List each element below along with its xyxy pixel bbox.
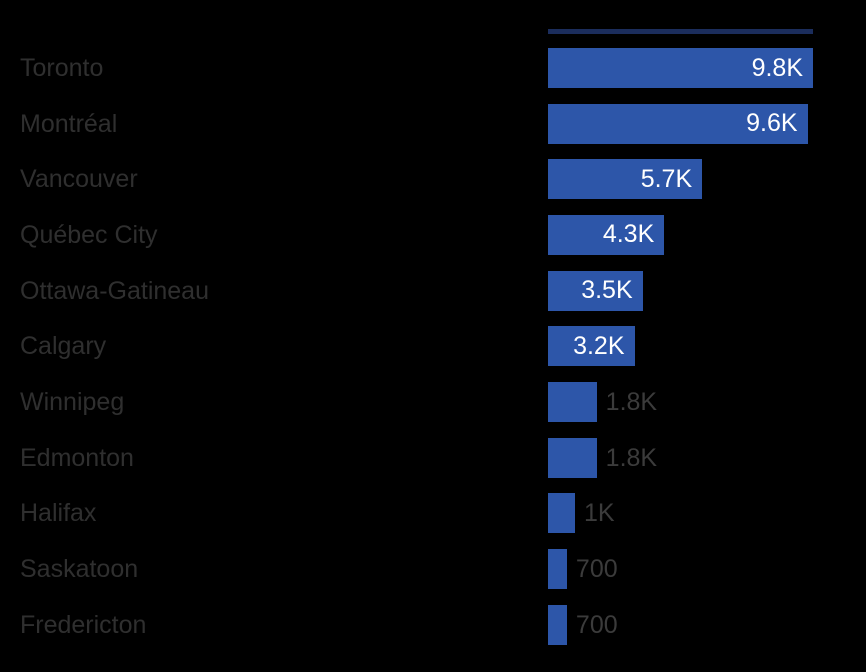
bar <box>548 381 597 422</box>
bar: 5.7K <box>548 159 703 200</box>
category-label: Vancouver <box>20 165 138 194</box>
value-label: 4.3K <box>602 220 655 249</box>
category-label: Ottawa-Gatineau <box>20 276 209 305</box>
partial-bar-top <box>548 29 813 34</box>
bar: 9.6K <box>548 103 808 144</box>
category-label: Halifax <box>20 499 97 528</box>
value-label: 3.5K <box>581 276 633 305</box>
value-label: 700 <box>575 554 618 583</box>
value-label: 3.2K <box>573 331 625 360</box>
value-label: 1.8K <box>605 443 658 472</box>
bar: 3.2K <box>548 326 635 367</box>
bar <box>548 548 567 589</box>
value-label: 1K <box>584 499 615 528</box>
bar <box>548 437 597 478</box>
value-label: 1.8K <box>605 387 658 416</box>
bar <box>548 493 576 534</box>
category-label: Fredericton <box>20 610 147 639</box>
category-label: Toronto <box>20 54 104 82</box>
value-label: 5.7K <box>640 164 693 193</box>
bar: 9.8K <box>548 48 813 88</box>
category-label: Québec City <box>20 220 158 249</box>
bar: 3.5K <box>548 270 643 311</box>
category-label: Edmonton <box>20 443 134 472</box>
category-label: Montréal <box>20 109 118 138</box>
bar: 4.3K <box>548 214 665 255</box>
value-label: 700 <box>575 610 618 639</box>
category-label: Saskatoon <box>20 554 139 583</box>
value-label: 9.8K <box>751 53 803 82</box>
category-label: Calgary <box>20 332 107 361</box>
bar <box>548 604 567 645</box>
category-label: Winnipeg <box>20 387 125 416</box>
value-label: 9.6K <box>746 109 798 138</box>
